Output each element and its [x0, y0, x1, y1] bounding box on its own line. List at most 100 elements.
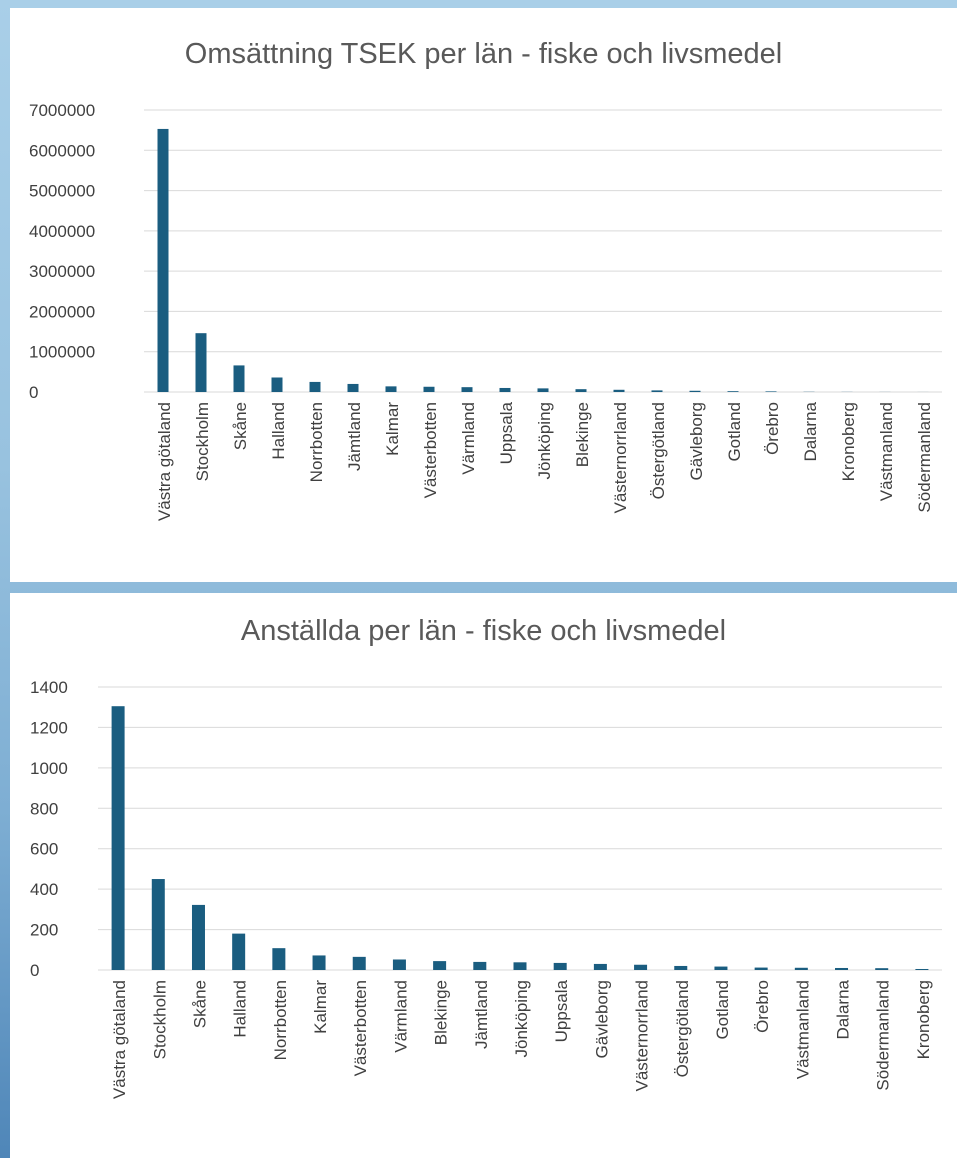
x-tick-label: Dalarna: [801, 401, 820, 461]
x-tick-label: Norrbotten: [307, 402, 326, 482]
chart-title-employees: Anställda per län - fiske och livsmedel: [240, 615, 727, 647]
bar: [537, 388, 549, 392]
bar: [835, 967, 849, 970]
x-tick-label: Jämtland: [345, 402, 364, 471]
x-tick-label: Kronoberg: [839, 402, 858, 481]
bar: [309, 381, 321, 392]
bar: [513, 962, 527, 970]
bar: [714, 966, 728, 970]
y-tick-label: 600: [30, 840, 58, 859]
bar: [553, 962, 567, 970]
bar: [689, 390, 701, 392]
y-tick-label: 800: [30, 799, 58, 818]
x-tick-label: Östergötland: [673, 980, 692, 1077]
y-tick-label: 7000000: [29, 101, 95, 120]
x-tick-label: Västernorrland: [633, 980, 652, 1092]
x-tick-label: Stockholm: [150, 980, 169, 1059]
x-tick-label: Västerbotten: [351, 980, 370, 1076]
bar: [754, 967, 768, 970]
x-tick-label: Kalmar: [383, 402, 402, 456]
x-tick-label: Gävleborg: [687, 402, 706, 480]
chart-employees: 0 200 400 600 800 1000 1200 1400 Västra götaland…: [30, 678, 942, 1099]
chart-panel-employees: Anställda per län - fiske och livsmedel …: [10, 593, 957, 1158]
x-tick-label: Kalmar: [311, 980, 330, 1034]
y-tick-label: 2000000: [29, 302, 95, 321]
x-tick-label: Örebro: [753, 980, 772, 1033]
bar: [195, 333, 207, 392]
y-tick-label: 1400: [30, 678, 68, 697]
x-tick-label: Kronoberg: [914, 980, 933, 1059]
bar: [593, 963, 607, 970]
x-tick-label: Blekinge: [432, 980, 451, 1045]
y-tick-label: 1200: [30, 718, 68, 737]
bar: [385, 386, 397, 392]
bar: [575, 389, 587, 392]
bar: [423, 386, 435, 392]
x-tick-label: Jönköping: [535, 402, 554, 480]
bar: [151, 879, 165, 970]
x-tick-label: Dalarna: [834, 979, 853, 1039]
x-tick-label: Värmland: [459, 402, 478, 475]
chart-turnover: 0 1000000 2000000 3000000 4000000 5000000 6000…: [29, 101, 942, 521]
bar: [191, 904, 205, 970]
bar: [271, 377, 283, 392]
x-tick-label: Skåne: [190, 980, 209, 1028]
bar: [232, 933, 246, 970]
bar: [392, 959, 406, 970]
bar: [634, 964, 648, 970]
x-tick-label: Halland: [269, 402, 288, 460]
x-tick-label: Västra götaland: [155, 402, 174, 521]
y-tick-label: 0: [29, 383, 38, 402]
bar: [433, 961, 447, 970]
bar: [312, 955, 326, 970]
x-tick-label: Stockholm: [193, 402, 212, 481]
bar: [651, 390, 663, 392]
y-tick-label: 1000000: [29, 343, 95, 362]
x-tick-label: Halland: [231, 980, 250, 1038]
bar: [499, 387, 511, 392]
bar: [473, 961, 487, 970]
bar: [727, 391, 739, 392]
y-tick-label: 200: [30, 921, 58, 940]
x-tick-label: Jönköping: [512, 980, 531, 1058]
x-tick-label: Blekinge: [573, 402, 592, 467]
y-tick-label: 3000000: [29, 262, 95, 281]
x-tick-label: Gävleborg: [592, 980, 611, 1058]
x-tick-label: Uppsala: [552, 979, 571, 1042]
bar: [915, 968, 929, 970]
x-tick-label: Västra götaland: [110, 980, 129, 1099]
x-tick-label: Uppsala: [497, 401, 516, 464]
x-tick-label: Gotland: [713, 980, 732, 1040]
x-tick-label: Skåne: [231, 402, 250, 450]
bar: [352, 956, 366, 970]
x-tick-label: Gotland: [725, 402, 744, 462]
bar: [875, 968, 889, 970]
y-tick-label: 400: [30, 880, 58, 899]
x-tick-label: Örebro: [763, 402, 782, 455]
y-tick-label: 1000: [30, 759, 68, 778]
y-tick-label: 6000000: [29, 141, 95, 160]
chart-title-turnover: Omsättning TSEK per län - fiske och livs…: [184, 38, 783, 70]
x-tick-label: Östergötland: [649, 402, 668, 499]
x-tick-label: Södermanland: [874, 980, 893, 1091]
bar: [111, 706, 125, 970]
chart-panel-turnover: Omsättning TSEK per län - fiske och livs…: [10, 8, 957, 582]
bar: [347, 383, 359, 392]
x-tick-label: Västernorrland: [611, 402, 630, 514]
y-tick-label: 4000000: [29, 222, 95, 241]
x-tick-label: Värmland: [391, 980, 410, 1053]
y-tick-label: 0: [30, 961, 39, 980]
x-tick-label: Västmanland: [877, 402, 896, 501]
y-tick-label: 5000000: [29, 182, 95, 201]
x-tick-label: Norrbotten: [271, 980, 290, 1060]
bar: [157, 128, 169, 392]
bar: [613, 389, 625, 392]
bar: [794, 967, 808, 970]
x-tick-label: Jämtland: [472, 980, 491, 1049]
x-tick-label: Västmanland: [793, 980, 812, 1079]
bar: [233, 365, 245, 392]
bar: [461, 387, 473, 392]
bar: [765, 391, 777, 392]
bar: [674, 965, 688, 970]
bar: [272, 948, 286, 970]
